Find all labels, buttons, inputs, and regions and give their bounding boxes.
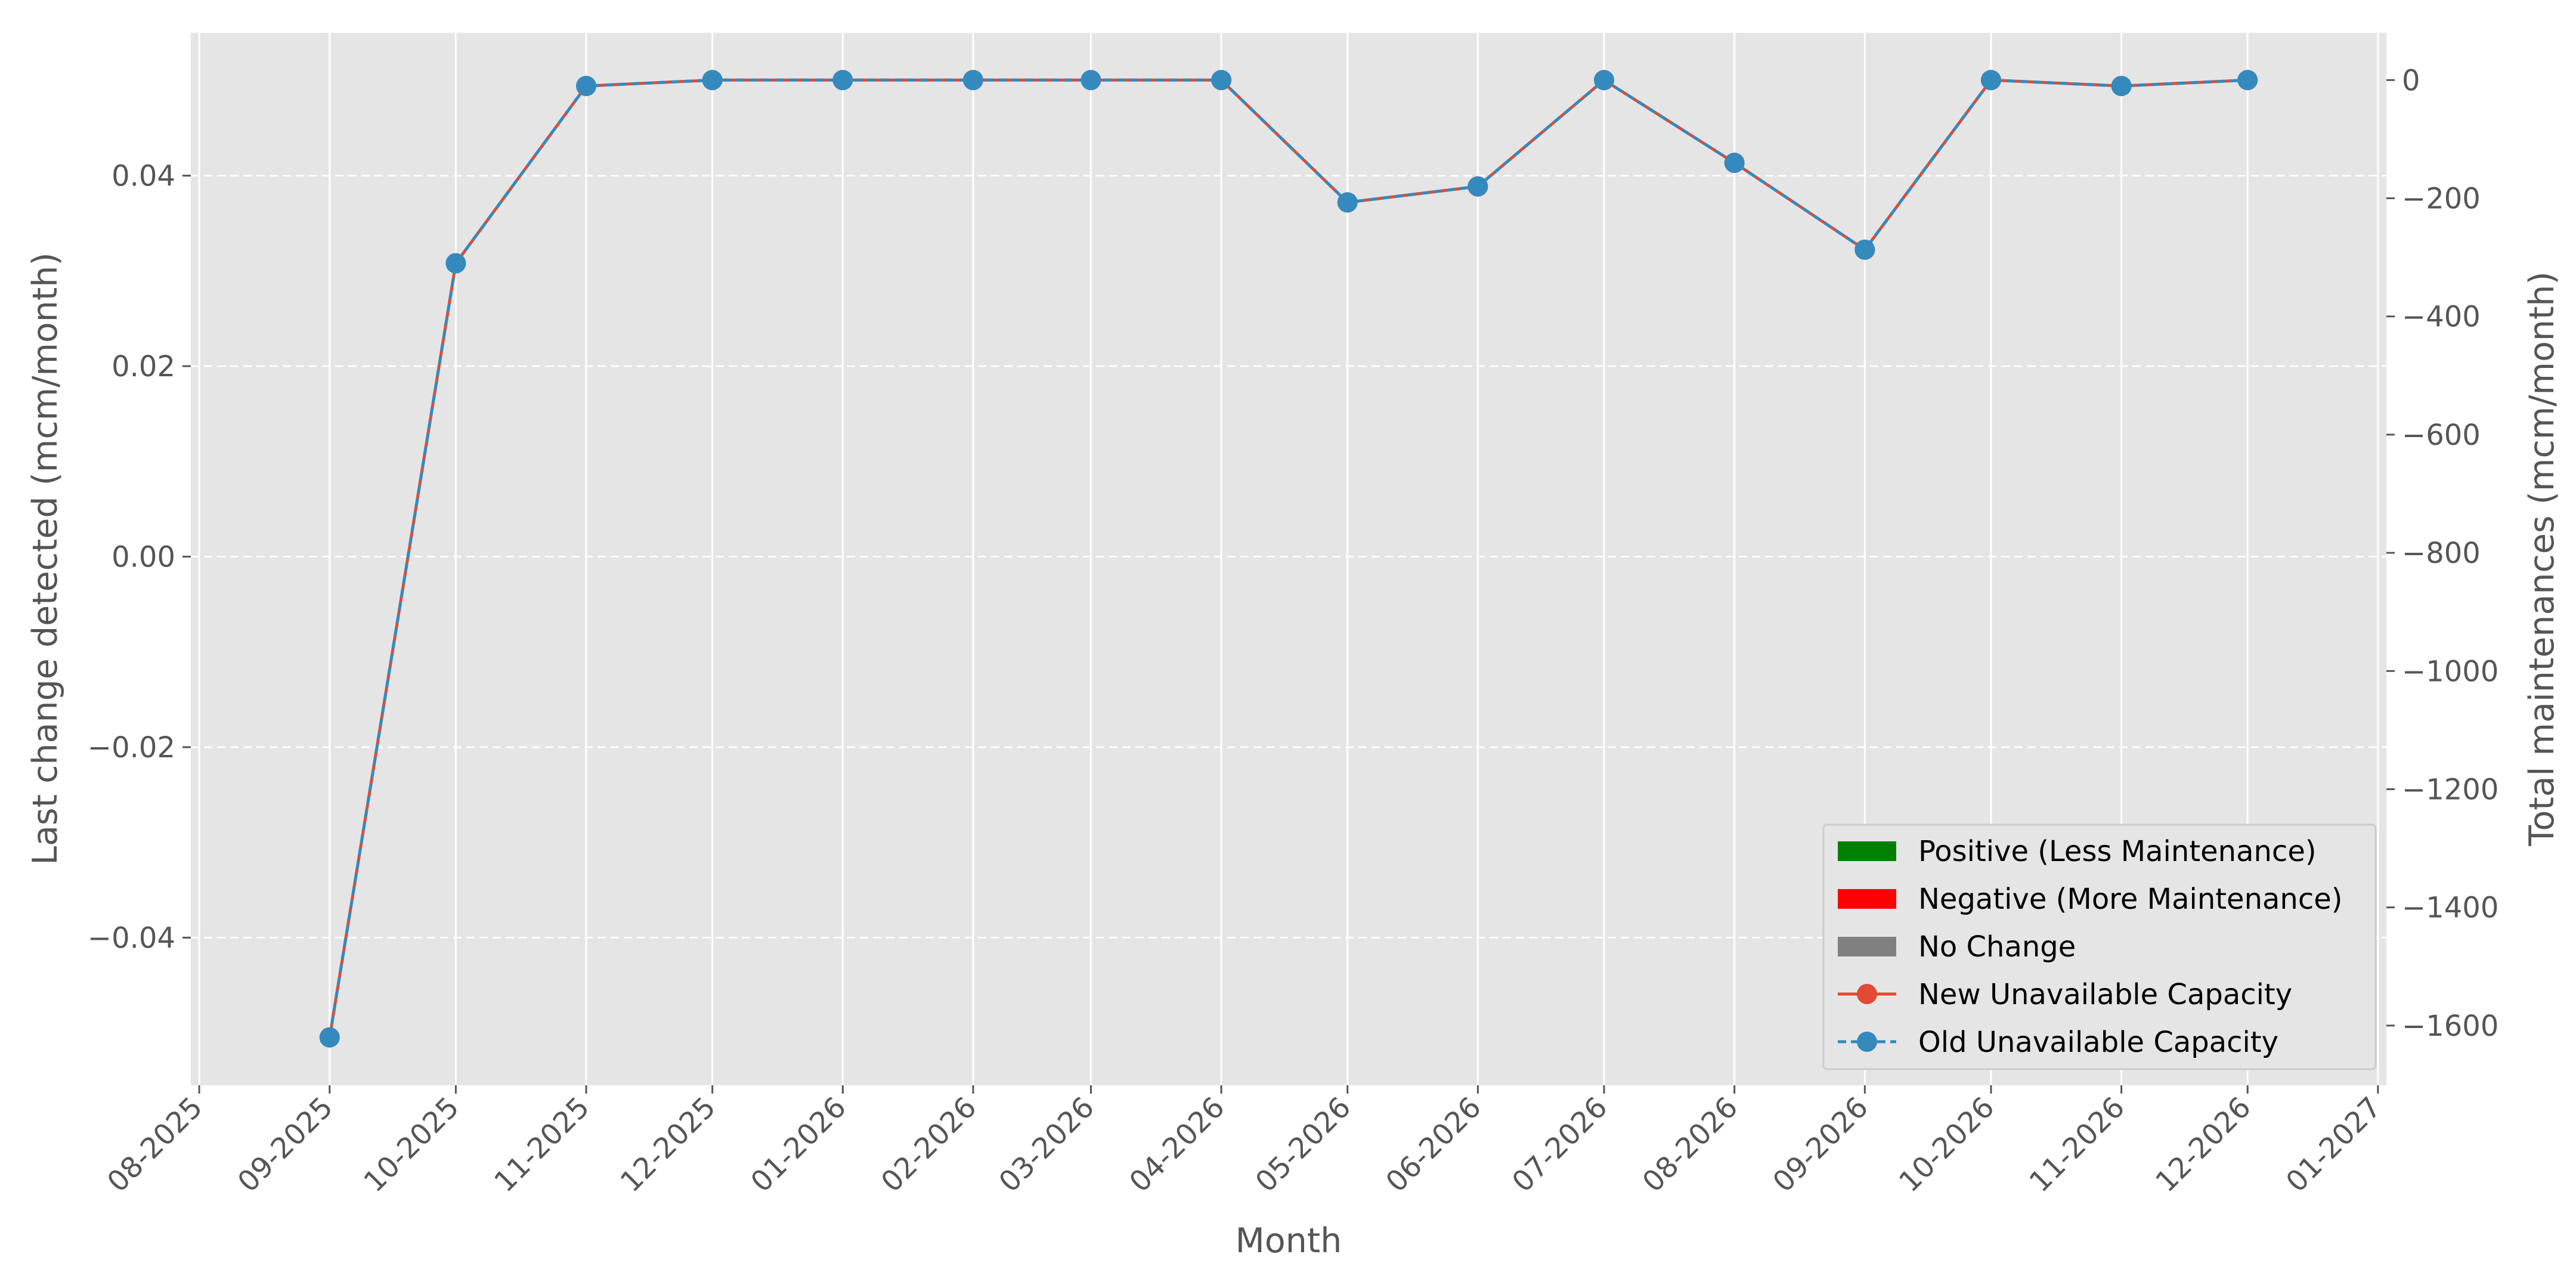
data-point-old-unavailable-capacity [832, 70, 853, 91]
legend-label-new-unavailable-capacity: New Unavailable Capacity [1918, 978, 2292, 1011]
x-tick-label: 11-2025 [488, 1091, 596, 1199]
x-tick-label: 12-2025 [614, 1091, 722, 1199]
y-left-tick-label: 0.02 [112, 350, 175, 383]
x-tick-label: 03-2026 [993, 1091, 1101, 1199]
data-point-old-unavailable-capacity [1467, 176, 1488, 197]
legend-swatch-positive-less-maintenance [1838, 841, 1896, 861]
y-axis-left-label: Last change detected (mcm/month) [26, 252, 65, 865]
y-axis-right: 0 −200 −400 −600 −800 −1000 −1200 −1400 −1600 [2386, 64, 2498, 1043]
y-axis-left: 0.04 0.02 0.00 −0.02 −0.04 [88, 160, 191, 955]
legend-label-no-change: No Change [1918, 930, 2076, 964]
data-point-old-unavailable-capacity [1337, 192, 1358, 213]
data-point-old-unavailable-capacity [962, 70, 983, 91]
x-tick-label: 12-2026 [2149, 1091, 2257, 1199]
y-right-tick-label: −1400 [2402, 891, 2498, 925]
series-layer [319, 70, 2258, 1048]
grid [191, 33, 2386, 1085]
data-point-old-unavailable-capacity [2237, 70, 2258, 91]
data-point-old-unavailable-capacity [445, 253, 466, 274]
x-tick-label: 09-2025 [231, 1091, 339, 1199]
data-point-old-unavailable-capacity [1594, 70, 1615, 91]
y-left-tick-label: 0.04 [112, 160, 175, 193]
x-tick-label: 10-2025 [357, 1091, 465, 1199]
y-right-tick-label: −600 [2402, 419, 2481, 452]
data-point-old-unavailable-capacity [702, 70, 723, 91]
y-axis-right-label: Total maintenances (mcm/month) [2522, 271, 2562, 847]
legend-marker-new-unavailable-capacity [1857, 984, 1877, 1004]
x-tick-label: 02-2026 [875, 1091, 983, 1199]
y-right-tick-label: 0 [2402, 64, 2420, 97]
x-axis-label: Month [1236, 1221, 1342, 1261]
legend-frame [1822, 823, 2377, 1070]
data-point-old-unavailable-capacity [1211, 70, 1232, 91]
legend-label-old-unavailable-capacity: Old Unavailable Capacity [1918, 1026, 2278, 1059]
x-tick-label: 01-2027 [2280, 1091, 2388, 1199]
y-left-tick-label: 0.00 [112, 541, 175, 574]
x-tick-label: 08-2025 [101, 1091, 209, 1199]
y-right-tick-label: −1600 [2402, 1010, 2498, 1043]
data-point-old-unavailable-capacity [1980, 70, 2001, 91]
legend-label-negative-more-maintenance: Negative (More Maintenance) [1918, 883, 2343, 916]
y-right-tick-label: −800 [2402, 537, 2481, 570]
data-point-old-unavailable-capacity [319, 1027, 340, 1048]
x-tick-label: 11-2026 [2023, 1091, 2131, 1199]
data-point-old-unavailable-capacity [1854, 239, 1875, 260]
legend-swatch-no-change [1838, 937, 1896, 956]
y-right-tick-label: −1200 [2402, 773, 2498, 807]
x-tick-label: 01-2026 [744, 1091, 852, 1199]
x-tick-label: 08-2026 [1636, 1091, 1744, 1199]
data-point-old-unavailable-capacity [576, 76, 597, 97]
legend: Positive (Less Maintenance) Negative (Mor… [1822, 823, 2377, 1070]
data-point-old-unavailable-capacity [1724, 153, 1745, 174]
legend-swatch-negative-more-maintenance [1838, 889, 1896, 909]
y-right-tick-label: −200 [2402, 182, 2481, 215]
y-left-tick-label: −0.02 [88, 731, 175, 764]
x-tick-label: 07-2026 [1506, 1091, 1614, 1199]
legend-label-positive-less-maintenance: Positive (Less Maintenance) [1918, 835, 2317, 868]
y-right-tick-label: −400 [2402, 301, 2481, 334]
y-right-tick-label: −1000 [2402, 655, 2498, 688]
x-axis: 08-2025 09-2025 10-2025 11-2025 12-2025 01-20… [101, 1085, 2388, 1199]
y-left-tick-label: −0.04 [88, 921, 175, 955]
x-tick-label: 05-2026 [1249, 1091, 1357, 1199]
x-tick-label: 06-2026 [1379, 1091, 1487, 1199]
legend-marker-old-unavailable-capacity [1857, 1032, 1877, 1052]
x-tick-label: 09-2026 [1766, 1091, 1874, 1199]
data-point-old-unavailable-capacity [2111, 76, 2132, 97]
x-tick-label: 10-2026 [1893, 1091, 2001, 1199]
data-point-old-unavailable-capacity [1080, 70, 1101, 91]
series-line-old-unavailable-capacity [328, 78, 2248, 1038]
x-tick-label: 04-2026 [1123, 1091, 1231, 1199]
